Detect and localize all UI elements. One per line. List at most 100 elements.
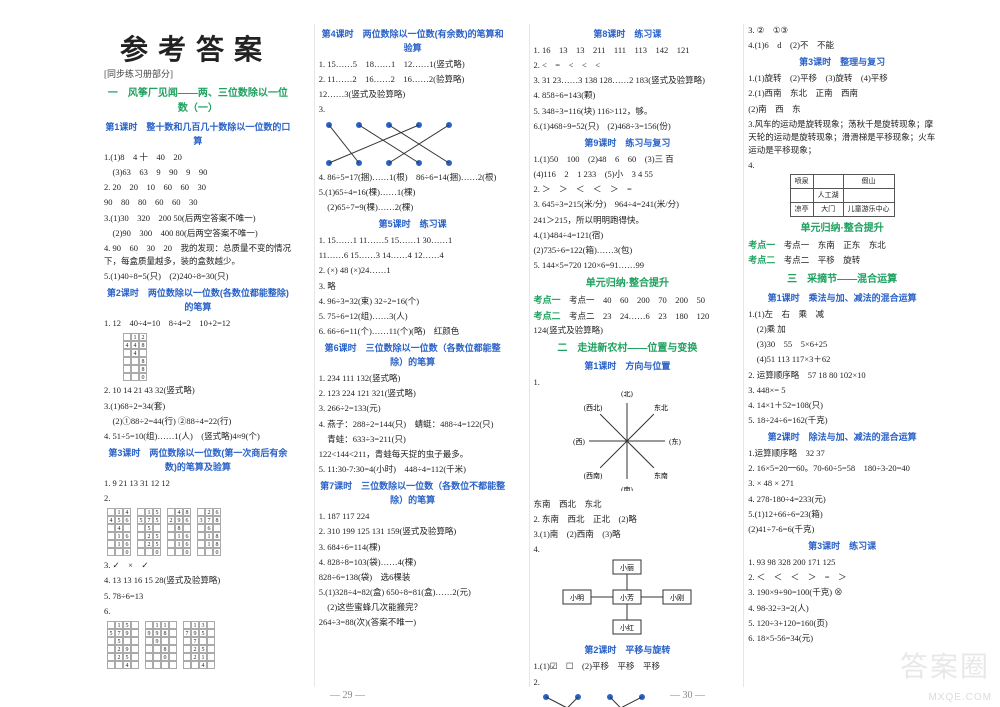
c4-u3-l2-2: 3. × 48 × 271: [748, 477, 936, 490]
svg-text:(北): (北): [622, 391, 634, 398]
c3-l9-5: 4.(1)484÷4=121(宿): [534, 229, 722, 242]
c2-l6-title: 第6课时 三位数除以一位数（各数位都能整除）的笔算: [319, 342, 507, 370]
c4-u3-l1-2: (3)30 55 5×6+25: [748, 338, 936, 351]
c3-u2-l1-0: 东南 西北 东北: [534, 498, 722, 511]
c3-u2-l1-title: 第1课时 方向与位置: [534, 360, 722, 374]
c2-l6-5: 122<144<211，青蛙每天捉的虫子最多。: [319, 448, 507, 461]
watermark-logo: 答案圈: [900, 645, 990, 685]
kaodian-3: 考点一: [748, 240, 775, 250]
c3-l9-1: (4)116 2 1 233 (5)小 3 4 55: [534, 168, 722, 181]
match-svg-1: [319, 119, 507, 169]
c2-l6-2: 3. 266÷2=133(元): [319, 402, 507, 415]
kaodian-4: 考点二: [748, 255, 775, 265]
svg-text:东南: 东南: [654, 471, 668, 480]
c4-l3-q4: 4.: [748, 159, 936, 172]
page-number-right: — 30 —: [670, 690, 705, 701]
c2-l7-7: 264÷3=88(次)(答案不唯一): [319, 616, 507, 629]
c4-u3-l1-1: (2)乘 加: [748, 323, 936, 336]
c3-l9-title: 第9课时 练习与复习: [534, 137, 722, 151]
c4-u3-l1-title: 第1课时 乘法与加、减法的混合运算: [748, 292, 936, 306]
c4-u3-l2-4: 5.(1)12+66÷6=23(箱): [748, 508, 936, 521]
c2-l5-0: 1. 15……1 11……5 15……1 30……1: [319, 234, 507, 247]
c1-l2-0: 1. 12 40÷4=10 8÷4=2 10+2=12: [104, 317, 292, 330]
svg-text:东北: 东北: [654, 403, 668, 412]
c1-l1-0: 1.(1)8 4 十 40 20: [104, 151, 292, 164]
c3-l8-5: 6.(1)468÷9=52(只) (2)468÷3=156(份): [534, 120, 722, 133]
unit2-title: 二 走进新农村——位置与变换: [534, 341, 722, 357]
c2-l4-title: 第4课时 两位数除以一位数(有余数)的笔算和验算: [319, 28, 507, 56]
c2-l7-2: 3. 684÷6=114(棵): [319, 541, 507, 554]
layout-table: 喷泉假山人工湖凉亭大门儿童游乐中心: [790, 174, 895, 217]
c1-l3-2-1: 4. 13 13 16 15 28(竖式及验算略): [104, 574, 292, 587]
c3-l8-2: 3. 31 23……3 138 128……2 183(竖式及验算略): [534, 74, 722, 87]
c4-u3-l3-2: 3. 190×9+90=100(千克) ⊗: [748, 586, 936, 599]
c2-l5-5: 5. 75÷6=12(组)……3(人): [319, 310, 507, 323]
svg-text:小丽: 小丽: [620, 563, 634, 572]
c3-l8-3: 4. 858÷6=143(颗): [534, 89, 722, 102]
c1-l1-2: 2. 20 20 10 60 60 30: [104, 181, 292, 194]
c3-u2-l2-1: 2.: [534, 676, 722, 689]
svg-text:小明: 小明: [570, 593, 584, 602]
c4-u3-l1-0: 1.(1)左 右 乘 减: [748, 308, 936, 321]
c2-l5-1: 11……6 15……3 14……4 12……4: [319, 249, 507, 262]
unit1-title: 一 风筝厂见闻——两、三位数除以一位数（一）: [104, 86, 292, 117]
c4-u3-l2-5: (2)41÷7-6=6(千克): [748, 523, 936, 536]
c3-sum-0: 考点一 40 60 200 70 200 50: [569, 295, 705, 305]
c2-l6-6: 5. 11:30-7:30=4(小时) 448÷4=112(千米): [319, 463, 507, 476]
c2-l4-2: 12……3(竖式及验算略): [319, 88, 507, 101]
c1-l1-5: (2)90 300 400 80(后两空答案不唯一): [104, 227, 292, 240]
c2-l7-4: 828÷6=138(袋) 选6棵装: [319, 571, 507, 584]
c2-l6-4: 青蛙：633÷3=211(只): [319, 433, 507, 446]
c3-u2-l1-3: 4.: [534, 543, 722, 556]
c3-l9-4: 241＞215，所以明明跑得快。: [534, 214, 722, 227]
c2-l4-2-2: (2)65÷7=9(棵)……2(棵): [319, 201, 507, 214]
c2-l5-4: 4. 96÷3=32(束) 32÷2=16(个): [319, 295, 507, 308]
c4-top-1: 4.(1)6 d (2)不 不能: [748, 39, 936, 52]
kaodian-1: 考点一: [534, 295, 561, 305]
c4-l3-0: 1.(1)旋转 (2)平移 (3)旋转 (4)平移: [748, 72, 936, 85]
col-3: 第8课时 练习课 1. 16 13 13 211 111 113 142 121…: [529, 24, 726, 687]
c4-u3-l1-4: 2. 运算顺序略 57 18 80 102×10: [748, 369, 936, 382]
c1-l3-q2: 2.: [104, 492, 292, 505]
c1-l2-2-2: (2)①88÷2=44(行) ②88÷4=22(行): [104, 415, 292, 428]
c2-l4-1: 2. 11……2 16……2 16……2(验算略): [319, 73, 507, 86]
division-grid-row2: 155795292541199898013795725214: [104, 620, 292, 670]
c4-l3-2: (2)南 西 东: [748, 103, 936, 116]
c2-l6-0: 1. 234 111 132(竖式略): [319, 372, 507, 385]
compass-svg: (北)东北(东)东南(南)(西南)(西)(西北): [534, 391, 722, 495]
c4-sum2-0: 考点一 东南 正东 东北: [784, 240, 886, 250]
svg-text:小红: 小红: [620, 623, 634, 632]
c2-l5-6: 6. 66÷6=11(个)……11(个)(略) 红颜色: [319, 325, 507, 338]
c2-l7-6: (2)这些蜜蜂几次能搬完？: [319, 601, 507, 614]
c1-l2-2-0: 2. 10 14 21 43 32(竖式略): [104, 384, 292, 397]
c1-l3-q6: 6.: [104, 605, 292, 618]
c4-u3-l2-0: 1.运算顺序略 32 37: [748, 447, 936, 460]
c1-l2-2-3: 4. 51÷5=10(组)……1(人) (竖式略)4≈9(个): [104, 430, 292, 443]
c3-l8-title: 第8课时 练习课: [534, 28, 722, 42]
c4-sum2-1: 考点二 平移 旋转: [784, 255, 861, 265]
division-grid-row: 1445641616015575525250482968161602637861…: [104, 507, 292, 557]
svg-text:(西): (西): [574, 438, 586, 446]
c4-top-0: 3. ② ①③: [748, 24, 936, 37]
c1-l1-1: (3)63 63 9 90 9 90: [104, 166, 292, 179]
c1-l1-4: 3.(1)30 320 200 50(后两空答案不唯一): [104, 212, 292, 225]
col-1: [同步练习册部分] 一 风筝厂见闻——两、三位数除以一位数（一） 第1课时 整十…: [100, 24, 296, 687]
col-4: 3. ② ①③ 4.(1)6 d (2)不 不能 第3课时 整理与复习 1.(1…: [743, 24, 940, 687]
c2-l4-3: 3.: [319, 103, 507, 116]
c2-l6-1: 2. 123 224 121 321(竖式略): [319, 387, 507, 400]
c2-l5-title: 第5课时 练习课: [319, 218, 507, 232]
page: 参考答案 [同步练习册部分] 一 风筝厂见闻——两、三位数除以一位数（一） 第1…: [0, 0, 1000, 707]
c3-u2-l1-q1: 1.: [534, 376, 722, 389]
c4-l3-title: 第3课时 整理与复习: [748, 56, 936, 70]
svg-text:(东): (东): [670, 437, 682, 446]
c3-l9-2: 2. ＞ ＞ ＜ ＜ ＞ =: [534, 183, 722, 196]
c4-u3-l3-5: 6. 18×5-56=34(元): [748, 632, 936, 645]
c2-l7-5: 5.(1)328÷4=82(盒) 650÷8=81(盒)……2(元): [319, 586, 507, 599]
c3-l9-3: 3. 645÷3=215(米/分) 964÷4=241(米/分): [534, 198, 722, 211]
c4-u3-l2-3: 4. 278-180÷4=233(元): [748, 493, 936, 506]
c3-l9-7: 5. 144×5=720 120×6=91……99: [534, 259, 722, 272]
c1-l1-7: 5.(1)40÷8=5(只) (2)240÷8=30(只): [104, 270, 292, 283]
kaodian-2: 考点二: [534, 311, 561, 321]
division-grid-1: 124484880: [120, 332, 292, 382]
c4-u3-l3-4: 5. 120÷3+120=160(页): [748, 617, 936, 630]
